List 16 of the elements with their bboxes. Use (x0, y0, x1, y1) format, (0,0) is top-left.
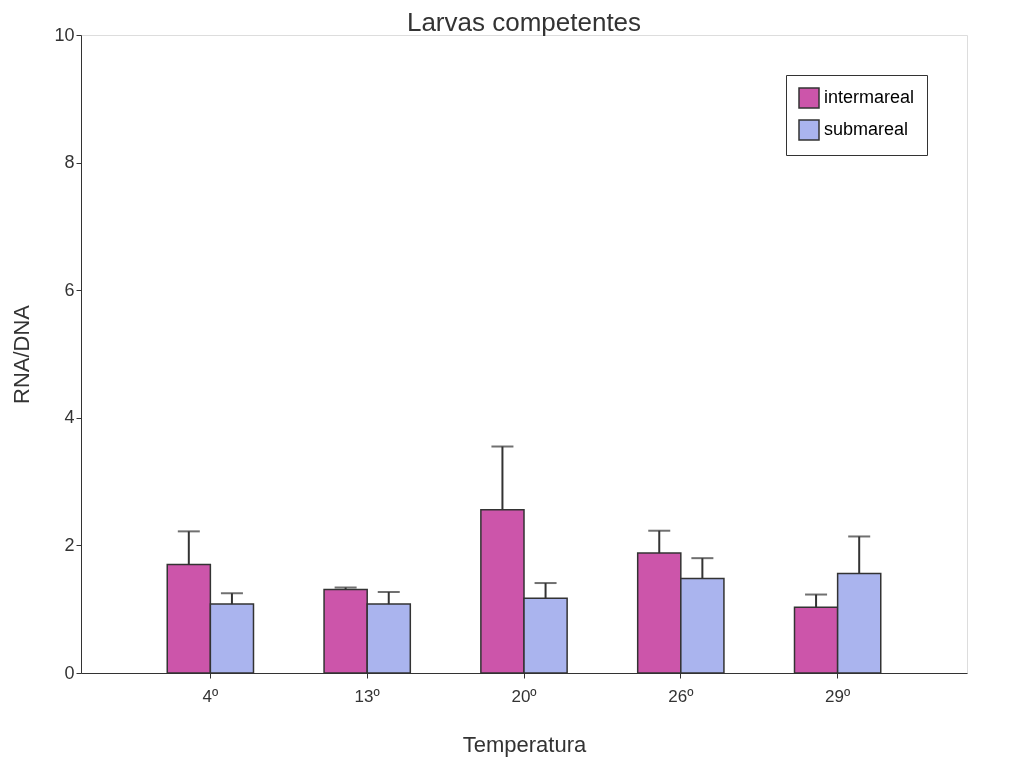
y-tick-label: 4 (64, 407, 75, 428)
legend-label: submareal (824, 119, 909, 139)
y-tick-label: 10 (54, 24, 75, 45)
x-tick-label: 13º (354, 686, 380, 706)
x-tick-label: 26º (668, 686, 694, 706)
x-tick-label: 20º (511, 686, 537, 706)
legend-label: intermareal (824, 87, 915, 107)
x-tick-label: 29º (825, 686, 851, 706)
y-tick-label: 2 (64, 534, 75, 555)
x-axis-title: Temperatura (462, 731, 588, 757)
y-tick-label: 8 (64, 152, 75, 173)
y-axis-title: RNA/DNA (9, 304, 35, 405)
x-tick-label: 4º (202, 686, 219, 706)
y-tick-label: 6 (64, 279, 75, 300)
y-tick-label: 0 (64, 662, 75, 683)
chart-title: Larvas competentes (406, 7, 642, 37)
